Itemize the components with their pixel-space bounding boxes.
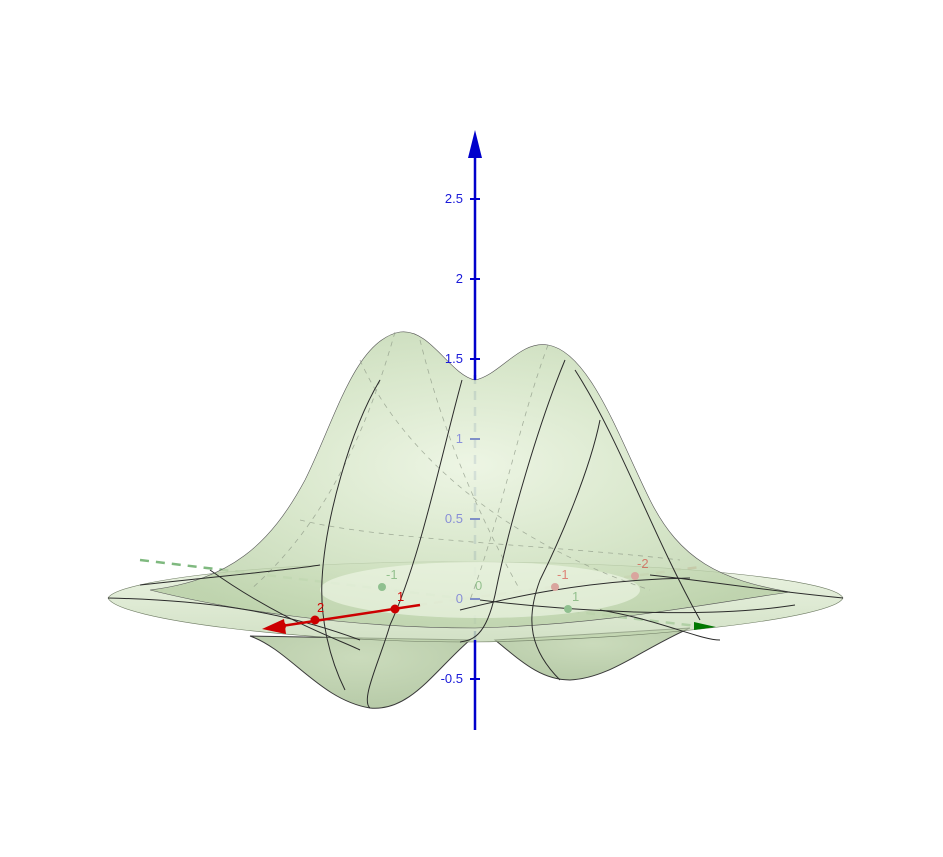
surface-main-bump bbox=[149, 331, 791, 629]
x-tick-point bbox=[551, 583, 559, 591]
z-axis bbox=[468, 130, 482, 730]
y-tick-label: 0 bbox=[475, 578, 482, 593]
z-tick-label: 1.5 bbox=[445, 351, 463, 366]
z-tick-label: 2.5 bbox=[445, 191, 463, 206]
z-tick-label: 1 bbox=[456, 431, 463, 446]
z-tick-label: -0.5 bbox=[441, 671, 463, 686]
y-tick-point bbox=[378, 583, 386, 591]
z-tick-label: 0 bbox=[456, 591, 463, 606]
x-tick-point bbox=[631, 572, 639, 580]
axis-ticks: 2.5 2 1.5 -0.5 1 0.5 0 1 2 -1 -2 -1 0 1 bbox=[310, 191, 649, 686]
z-axis-arrow bbox=[468, 130, 482, 158]
x-tick-label: 1 bbox=[397, 589, 404, 604]
dip-right bbox=[493, 627, 691, 681]
y-tick-label: -1 bbox=[386, 567, 398, 582]
x-tick-label: -1 bbox=[557, 567, 569, 582]
y-axis-end bbox=[694, 622, 716, 630]
dip-left bbox=[249, 635, 472, 709]
y-axis-arrow bbox=[694, 622, 716, 630]
surface-mesh bbox=[107, 359, 844, 709]
surface-highlight bbox=[320, 562, 640, 618]
surface-hidden-mesh bbox=[249, 331, 681, 601]
x-tick-point bbox=[390, 604, 400, 614]
surface-dips bbox=[249, 627, 691, 709]
x-tick-point-2-5 bbox=[276, 621, 286, 631]
x-tick-label: 2 bbox=[317, 600, 324, 615]
x-tick-label: -2 bbox=[637, 556, 649, 571]
x-tick-point bbox=[310, 615, 320, 625]
z-tick-label: 2 bbox=[456, 271, 463, 286]
y-tick-label: 1 bbox=[572, 589, 579, 604]
z-tick-label: 0.5 bbox=[445, 511, 463, 526]
y-tick-point bbox=[564, 605, 572, 613]
